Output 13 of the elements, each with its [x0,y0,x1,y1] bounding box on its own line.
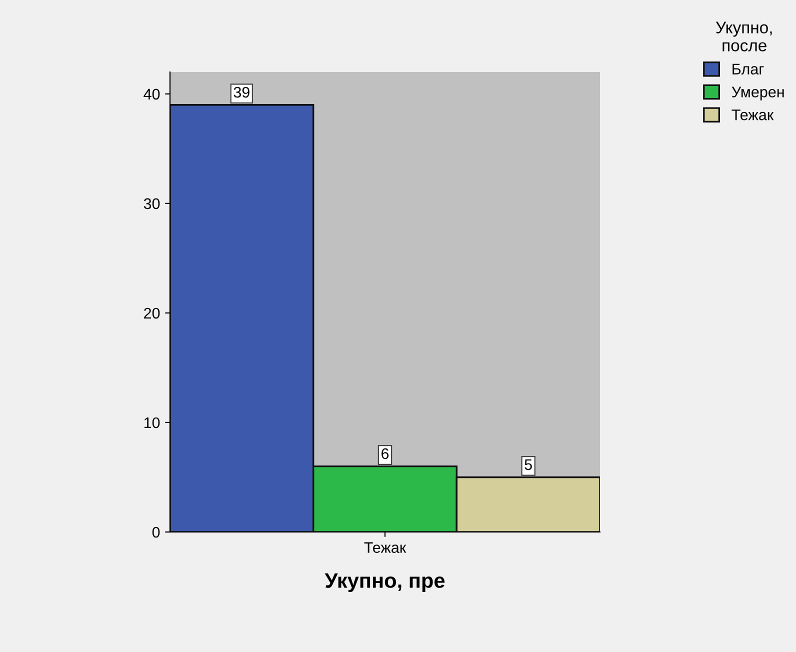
y-tick-label: 30 [144,198,160,210]
y-tick-label: 20 [144,308,160,319]
legend-label: Умерен [732,86,784,100]
data-label: 39 [234,86,250,98]
data-label: 5 [524,459,532,470]
legend-label: Тежак [732,110,774,120]
data-label: 6 [382,448,389,460]
y-tick-label: 40 [144,88,160,100]
legend-label: Благ [732,64,764,75]
x-axis-title: Укупно, пре [324,573,445,592]
y-tick-label: 10 [144,417,160,428]
legend-title: Укупно, после [716,22,772,52]
y-tick-label: 0 [152,526,160,538]
